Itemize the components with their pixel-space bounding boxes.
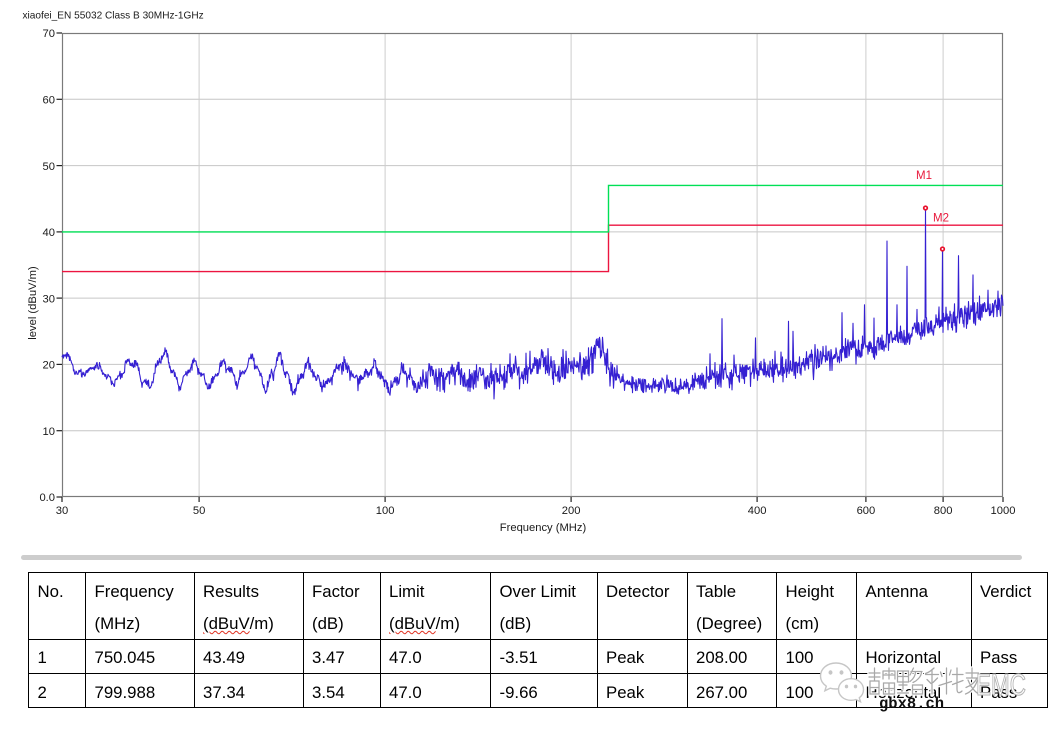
svg-text:20: 20 (43, 360, 55, 372)
svg-text:50: 50 (193, 505, 205, 517)
svg-text:10: 10 (43, 426, 55, 438)
svg-text:1000: 1000 (991, 505, 1016, 517)
svg-text:60: 60 (43, 95, 55, 107)
svg-text:30: 30 (43, 293, 55, 305)
svg-text:Frequency (MHz): Frequency (MHz) (500, 522, 587, 534)
svg-text:50: 50 (43, 161, 55, 173)
svg-text:xiaofei_EN 55032 Class B 30MHz: xiaofei_EN 55032 Class B 30MHz-1GHz (23, 11, 204, 22)
svg-text:70: 70 (43, 28, 55, 40)
svg-text:100: 100 (376, 505, 395, 517)
svg-text:600: 600 (857, 505, 876, 517)
svg-text:40: 40 (43, 227, 55, 239)
svg-text:30: 30 (56, 505, 68, 517)
svg-text:level (dBuV/m): level (dBuV/m) (27, 266, 39, 340)
svg-text:200: 200 (562, 505, 581, 517)
svg-text:M1: M1 (916, 170, 932, 182)
svg-text:400: 400 (748, 505, 767, 517)
svg-text:M2: M2 (933, 213, 949, 225)
svg-text:800: 800 (934, 505, 953, 517)
svg-text:0.0: 0.0 (39, 492, 55, 504)
